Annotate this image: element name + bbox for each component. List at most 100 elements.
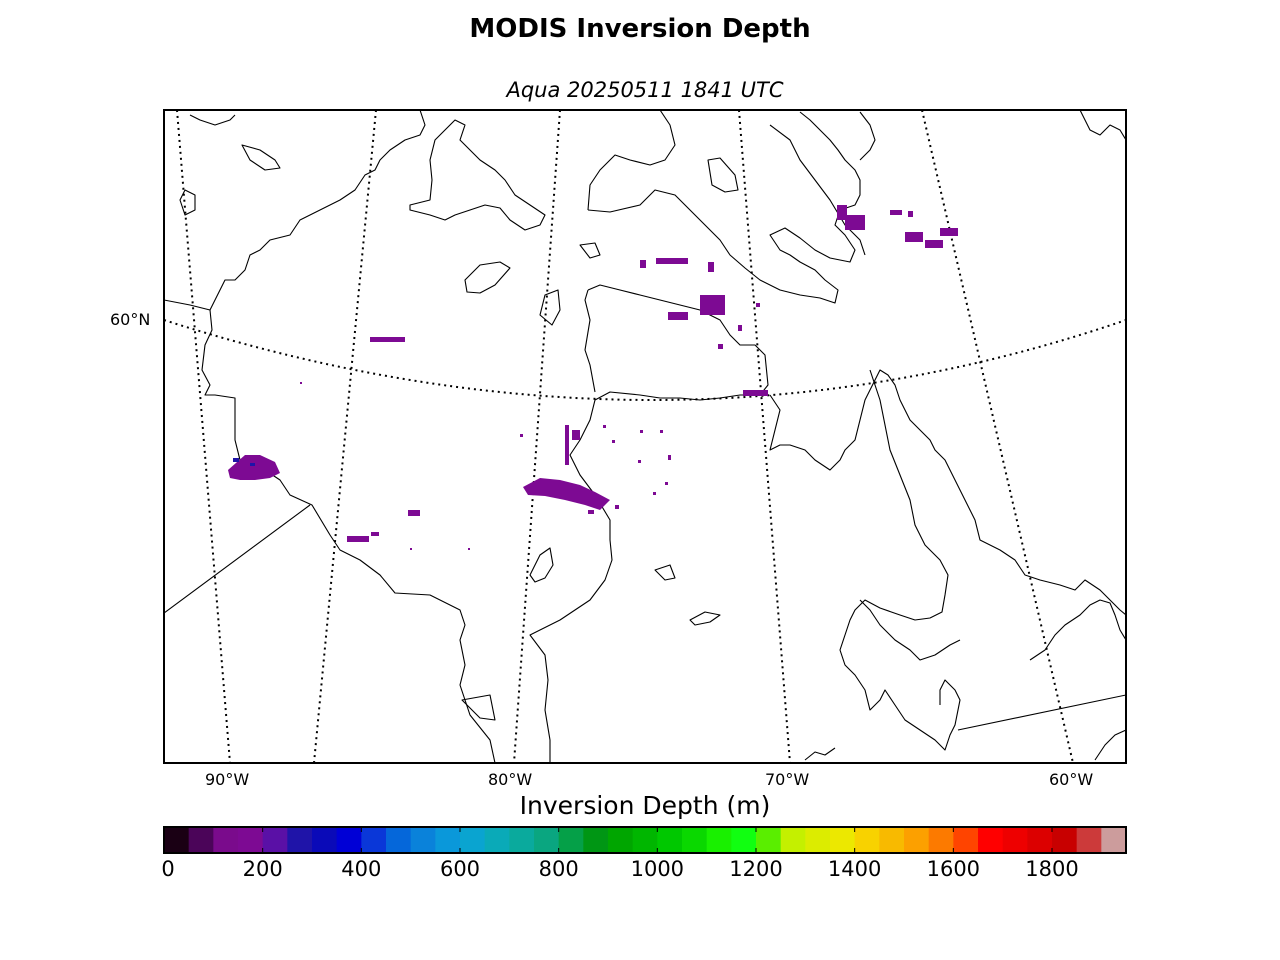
meridian-80w xyxy=(513,110,561,763)
colorbar-swatch xyxy=(435,827,461,853)
quebec-coast-north xyxy=(584,289,596,393)
colorbar-swatch xyxy=(312,827,338,853)
map-frame xyxy=(163,109,1127,764)
gulf-islands xyxy=(859,599,961,661)
colorbar-swatch xyxy=(238,827,264,853)
bottom-islands xyxy=(804,747,836,761)
colorbar-swatch xyxy=(410,827,436,853)
colorbar-swatch xyxy=(262,827,288,853)
colorbar-swatch xyxy=(830,827,856,853)
colorbar-swatch xyxy=(780,827,806,853)
colorbar-swatch xyxy=(632,827,658,853)
bottom-coast xyxy=(1094,729,1126,761)
colorbar-swatch xyxy=(188,827,214,853)
meridian-85w xyxy=(313,110,377,763)
cluster-baffin-east xyxy=(837,205,958,248)
baffin-east xyxy=(769,124,866,256)
colorbar-tick-label: 1600 xyxy=(926,857,981,881)
colorbar-tick-label: 1200 xyxy=(729,857,783,881)
island-c xyxy=(579,242,601,259)
parallel-60n xyxy=(164,319,1126,401)
lon-label-90w: 90°W xyxy=(205,770,250,789)
hudson-bay-southwest-coast xyxy=(201,309,496,763)
hudson-bay-west-coast xyxy=(164,110,426,311)
lat-label-60n: 60°N xyxy=(110,310,151,329)
meridian-75w xyxy=(738,110,791,763)
lon-label-70w: 70°W xyxy=(765,770,810,789)
bay-island-a xyxy=(707,157,739,193)
bay-island-d xyxy=(189,114,236,126)
map-title: MODIS Inversion Depth xyxy=(469,14,811,44)
quebec-hudson-coast xyxy=(529,284,769,763)
colorbar-swatch xyxy=(978,827,1004,853)
colorbar-swatch xyxy=(287,827,313,853)
colorbar-swatch xyxy=(509,827,535,853)
colorbar-tick-label: 200 xyxy=(242,857,283,881)
colorbar-swatch xyxy=(1101,827,1127,853)
graticule xyxy=(164,110,1126,763)
colorbar-swatch xyxy=(1076,827,1102,853)
lon-label-80w: 80°W xyxy=(488,770,533,789)
island-g xyxy=(529,547,554,583)
colorbar-swatch xyxy=(756,827,782,853)
colorbar-frame xyxy=(163,826,1127,854)
colorbar-swatch xyxy=(460,827,486,853)
cluster-hudson-center xyxy=(300,337,470,550)
colorbar-swatch xyxy=(706,827,732,853)
colorbar-swatch xyxy=(608,827,634,853)
colorbar-swatch xyxy=(484,827,510,853)
colorbar-swatch xyxy=(1052,827,1078,853)
colorbar-tick-label: 600 xyxy=(439,857,481,881)
colorbar-swatch xyxy=(386,827,412,853)
colorbar-swatch xyxy=(583,827,609,853)
colorbar-swatch xyxy=(953,827,979,853)
map-subtitle: Aqua 20250511 1841 UTC xyxy=(506,78,784,102)
colorbar-tick-label: 1400 xyxy=(827,857,882,881)
colorbar-swatch xyxy=(879,827,905,853)
colorbar-swatch xyxy=(164,827,190,853)
colorbar-tick-label: 1800 xyxy=(1025,857,1079,881)
island-d xyxy=(654,564,676,581)
coastlines xyxy=(164,110,1126,763)
colorbar-swatch xyxy=(657,827,683,853)
labrador-coast xyxy=(769,369,1126,616)
baffin-south-2 xyxy=(587,111,861,304)
meridian-70w xyxy=(921,110,1074,763)
colorbar-tick-label: 0 xyxy=(161,857,175,881)
lon-label-60w: 60°W xyxy=(1049,770,1094,789)
island-e xyxy=(689,611,721,626)
bay-island-b xyxy=(179,189,196,216)
colorbar-tick-label: 400 xyxy=(341,857,382,881)
top-right-coast xyxy=(1079,110,1126,141)
colorbar-swatch xyxy=(1027,827,1053,853)
colorbar-swatch xyxy=(904,827,930,853)
colorbar-swatch xyxy=(534,827,560,853)
colorbar-swatch xyxy=(805,827,831,853)
colorbar-swatch xyxy=(682,827,708,853)
cluster-ungava xyxy=(640,258,768,396)
meridian-90w xyxy=(176,110,231,763)
inversion-data xyxy=(228,205,958,550)
colorbar-swatch xyxy=(1002,827,1028,853)
island-b xyxy=(539,289,561,326)
colorbar-swatch xyxy=(361,827,387,853)
ontario-border xyxy=(164,504,311,614)
ungava-bay-east xyxy=(859,111,876,161)
colorbar-swatch xyxy=(336,827,362,853)
colorbar-tick-label: 1000 xyxy=(630,857,685,881)
cluster-quebec-west xyxy=(520,425,671,514)
baffin-south xyxy=(587,110,676,211)
colorbar-label: Inversion Depth (m) xyxy=(519,791,771,820)
colorbar-swatch xyxy=(558,827,584,853)
island-f xyxy=(461,694,496,721)
island-a xyxy=(464,261,511,294)
colorbar-tick-label: 800 xyxy=(538,857,579,881)
colorbar-swatch xyxy=(731,827,757,853)
southampton-island xyxy=(409,119,546,231)
newfoundland xyxy=(1029,599,1126,661)
quebec-labrador-border xyxy=(957,694,1126,731)
labrador-inner xyxy=(839,369,961,751)
colorbar-swatch xyxy=(928,827,954,853)
cluster-west-coast xyxy=(228,455,280,480)
